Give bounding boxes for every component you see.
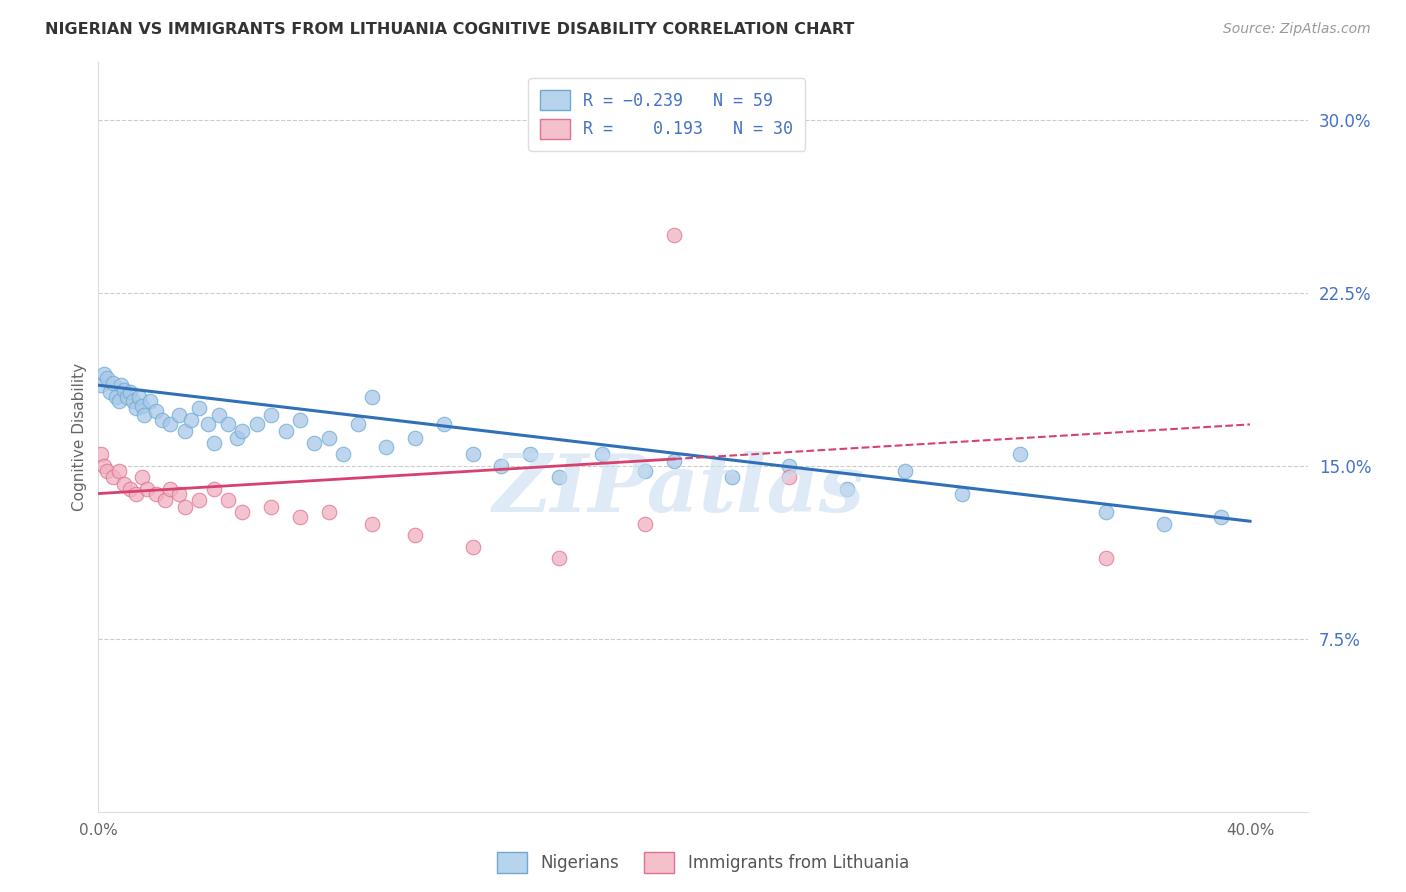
- Point: [150, 413, 173, 427]
- Point: [159, 482, 181, 496]
- Point: [107, 394, 129, 409]
- Point: [893, 463, 915, 477]
- Point: [188, 401, 211, 416]
- Legend: R = −0.239   N = 59, R =    0.193   N = 30: R = −0.239 N = 59, R = 0.193 N = 30: [529, 78, 806, 151]
- Point: [125, 486, 148, 500]
- Point: [217, 417, 239, 432]
- Point: [120, 385, 142, 400]
- Point: [1211, 509, 1233, 524]
- Point: [112, 477, 135, 491]
- Legend: Nigerians, Immigrants from Lithuania: Nigerians, Immigrants from Lithuania: [491, 846, 915, 880]
- Point: [167, 486, 190, 500]
- Point: [231, 505, 253, 519]
- Point: [104, 390, 127, 404]
- Point: [125, 401, 148, 416]
- Point: [93, 458, 115, 473]
- Point: [202, 435, 225, 450]
- Point: [145, 486, 167, 500]
- Point: [136, 482, 159, 496]
- Point: [778, 458, 800, 473]
- Point: [720, 470, 742, 484]
- Point: [778, 470, 800, 484]
- Point: [122, 394, 145, 409]
- Point: [131, 470, 153, 484]
- Point: [288, 509, 311, 524]
- Point: [491, 458, 513, 473]
- Point: [131, 399, 153, 413]
- Point: [548, 125, 571, 139]
- Point: [346, 417, 368, 432]
- Point: [231, 425, 253, 439]
- Point: [519, 447, 541, 461]
- Point: [134, 408, 156, 422]
- Point: [433, 417, 456, 432]
- Point: [153, 493, 176, 508]
- Y-axis label: Cognitive Disability: Cognitive Disability: [72, 363, 87, 511]
- Point: [318, 431, 340, 445]
- Point: [120, 482, 142, 496]
- Point: [173, 500, 195, 515]
- Text: ZIPatlas: ZIPatlas: [492, 450, 865, 528]
- Point: [180, 413, 202, 427]
- Point: [159, 417, 181, 432]
- Point: [173, 425, 195, 439]
- Point: [1008, 447, 1031, 461]
- Point: [115, 390, 138, 404]
- Point: [90, 447, 112, 461]
- Point: [361, 390, 384, 404]
- Point: [634, 516, 657, 531]
- Point: [548, 551, 571, 566]
- Point: [225, 431, 247, 445]
- Point: [93, 367, 115, 381]
- Point: [288, 413, 311, 427]
- Point: [167, 408, 190, 422]
- Point: [188, 493, 211, 508]
- Point: [202, 482, 225, 496]
- Point: [461, 447, 484, 461]
- Point: [197, 417, 219, 432]
- Point: [1153, 516, 1175, 531]
- Point: [110, 378, 132, 392]
- Point: [274, 425, 297, 439]
- Point: [112, 383, 135, 397]
- Point: [835, 482, 858, 496]
- Point: [260, 408, 283, 422]
- Point: [139, 394, 162, 409]
- Point: [128, 390, 150, 404]
- Point: [332, 447, 354, 461]
- Point: [950, 486, 973, 500]
- Point: [664, 228, 686, 243]
- Point: [318, 505, 340, 519]
- Point: [96, 371, 118, 385]
- Point: [90, 378, 112, 392]
- Point: [101, 376, 124, 390]
- Point: [246, 417, 269, 432]
- Point: [361, 516, 384, 531]
- Point: [1095, 551, 1118, 566]
- Point: [1095, 505, 1118, 519]
- Point: [217, 493, 239, 508]
- Point: [404, 528, 426, 542]
- Point: [375, 441, 398, 455]
- Text: Source: ZipAtlas.com: Source: ZipAtlas.com: [1223, 22, 1371, 37]
- Point: [304, 435, 326, 450]
- Point: [101, 470, 124, 484]
- Point: [404, 431, 426, 445]
- Point: [591, 447, 613, 461]
- Point: [96, 463, 118, 477]
- Point: [634, 463, 657, 477]
- Text: NIGERIAN VS IMMIGRANTS FROM LITHUANIA COGNITIVE DISABILITY CORRELATION CHART: NIGERIAN VS IMMIGRANTS FROM LITHUANIA CO…: [45, 22, 855, 37]
- Point: [461, 540, 484, 554]
- Point: [260, 500, 283, 515]
- Point: [98, 385, 121, 400]
- Point: [208, 408, 231, 422]
- Point: [664, 454, 686, 468]
- Point: [548, 470, 571, 484]
- Point: [145, 403, 167, 417]
- Point: [107, 463, 129, 477]
